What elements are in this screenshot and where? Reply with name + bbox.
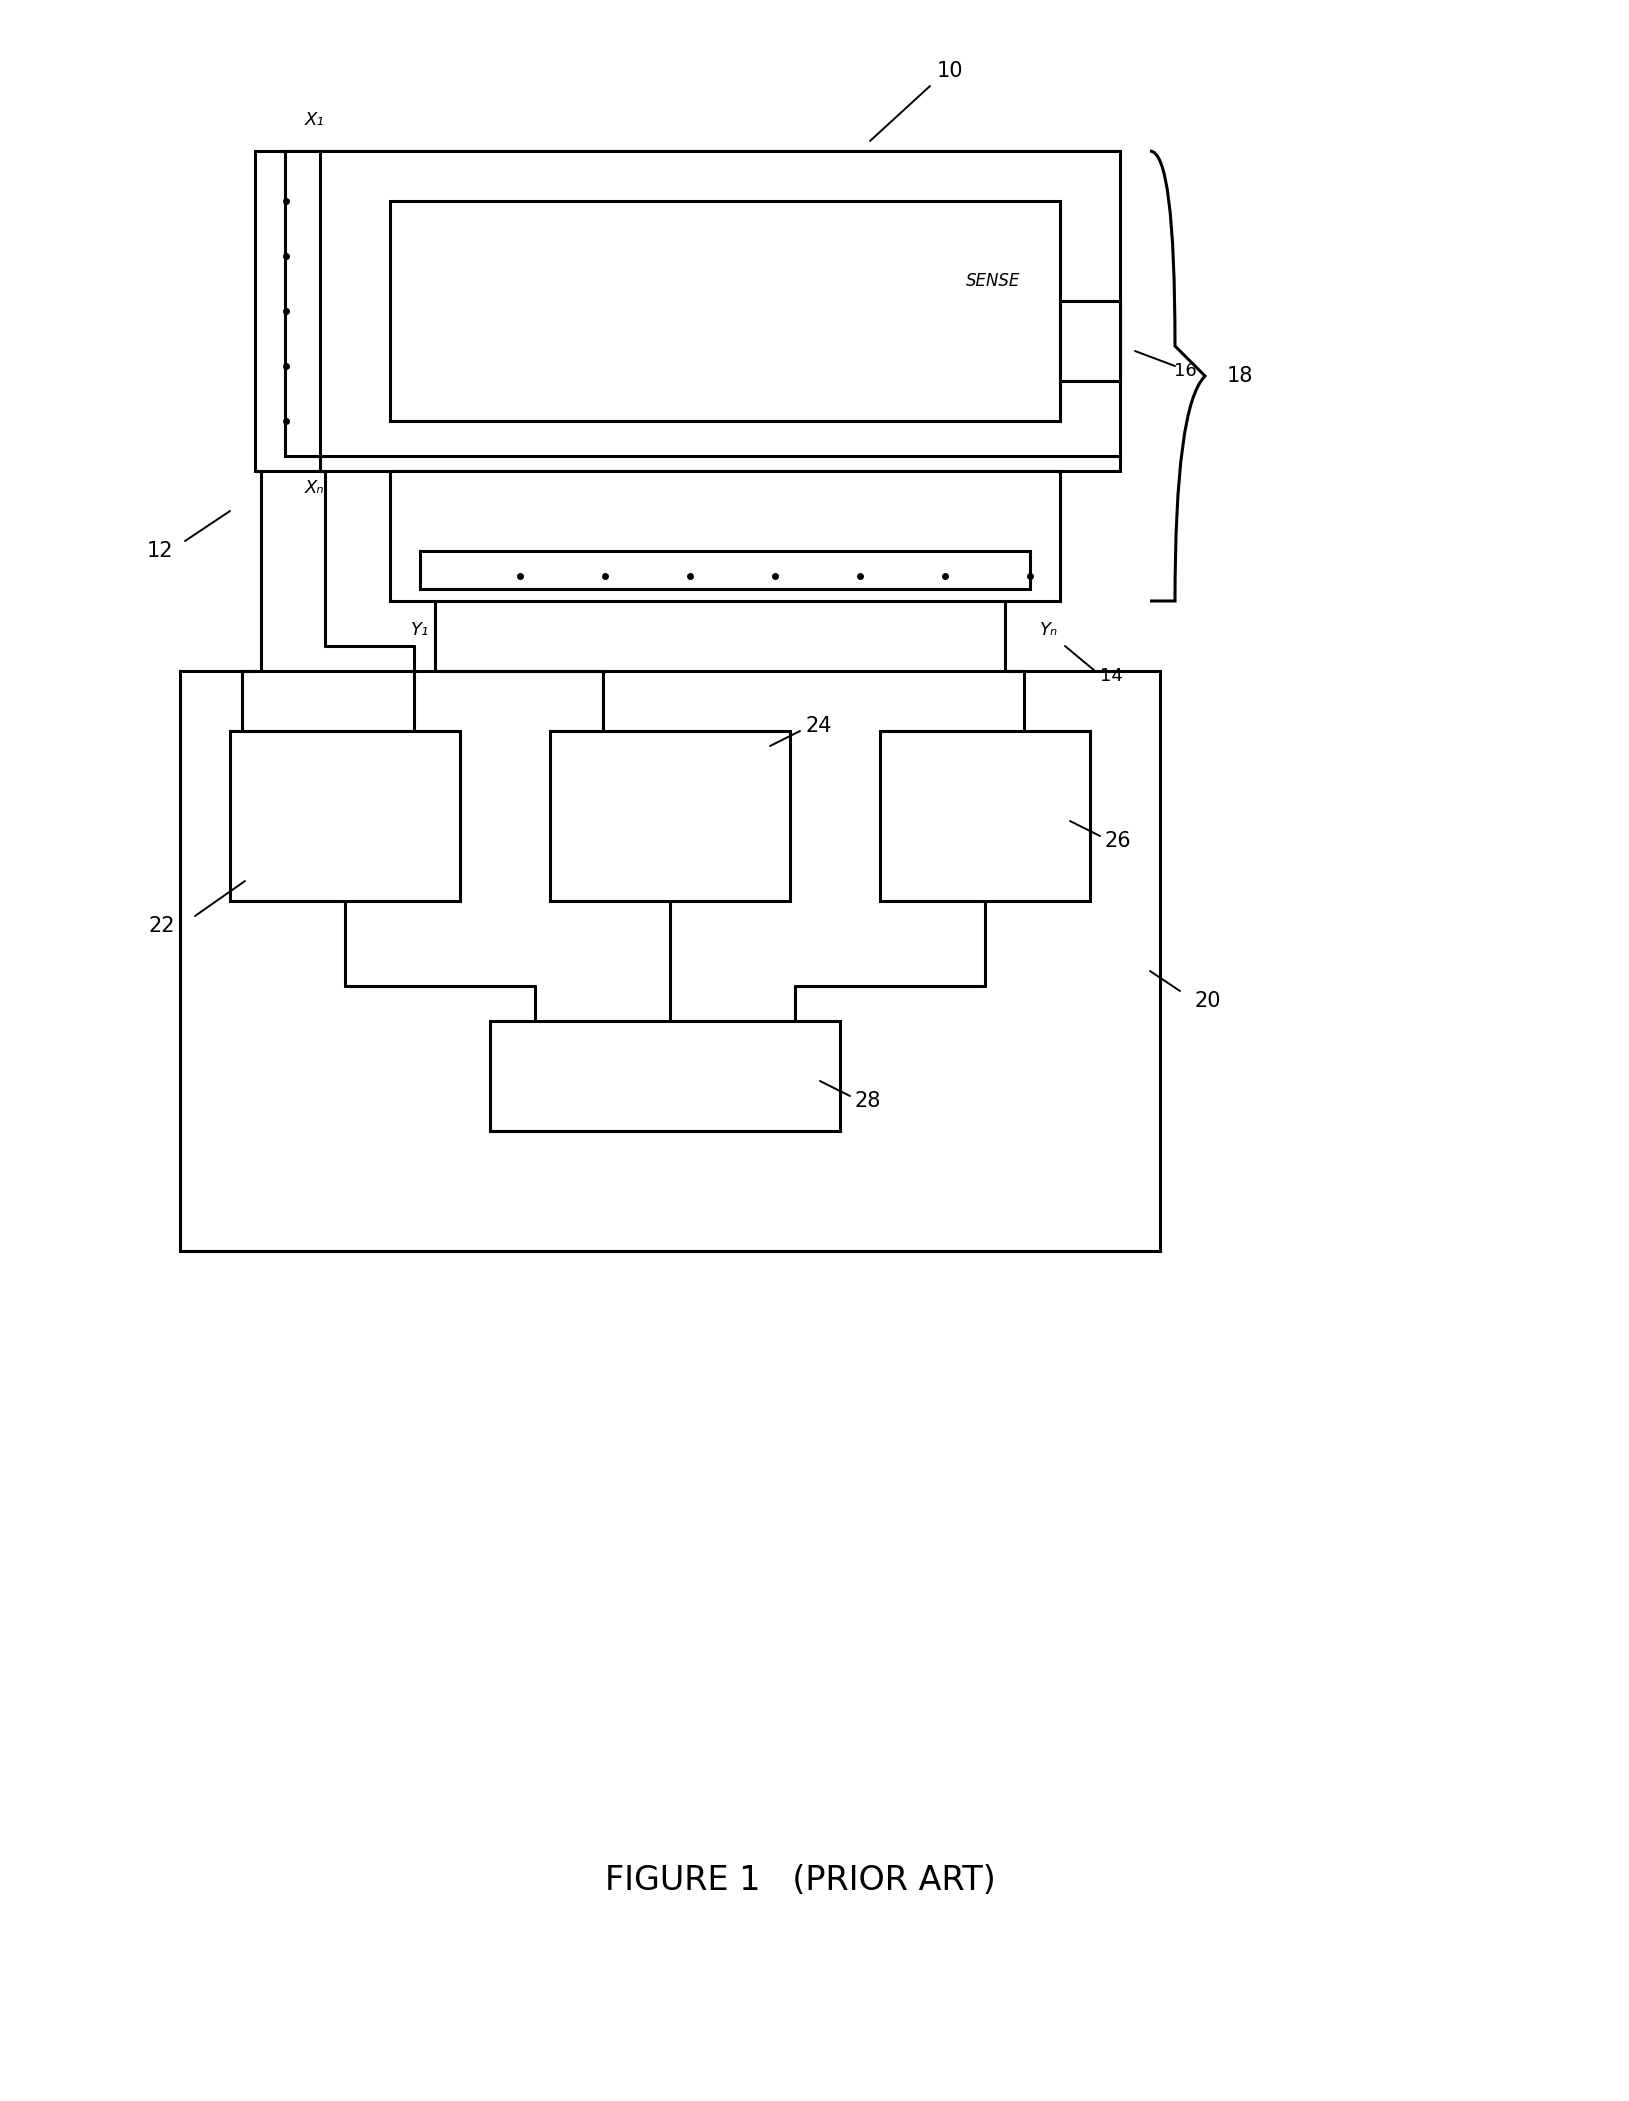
Text: Xₙ: Xₙ (305, 479, 324, 498)
Bar (420, 550, 1030, 588)
Bar (389, 202, 1060, 420)
Bar (880, 731, 1090, 901)
Bar (490, 1021, 841, 1130)
Text: 18: 18 (1227, 366, 1253, 387)
Text: FIGURE 1   (PRIOR ART): FIGURE 1 (PRIOR ART) (604, 1864, 995, 1897)
Bar (285, 151, 1121, 456)
Text: 26: 26 (1104, 832, 1132, 851)
Text: 12: 12 (147, 540, 173, 561)
Bar (551, 731, 790, 901)
Bar (179, 670, 1160, 1250)
Text: 28: 28 (855, 1090, 881, 1111)
Text: 24: 24 (805, 716, 831, 735)
Bar (1060, 300, 1121, 380)
Bar (230, 731, 459, 901)
Text: Yₙ: Yₙ (1039, 622, 1059, 639)
Text: 14: 14 (1100, 666, 1122, 685)
Bar (389, 471, 1060, 601)
Text: Y₁: Y₁ (411, 622, 428, 639)
Text: 10: 10 (937, 61, 963, 82)
Bar (256, 151, 1121, 471)
Text: 22: 22 (148, 916, 174, 937)
Text: 16: 16 (1173, 361, 1196, 380)
Text: 20: 20 (1196, 992, 1222, 1011)
Text: X₁: X₁ (305, 111, 324, 128)
Text: SENSE: SENSE (966, 271, 1020, 290)
